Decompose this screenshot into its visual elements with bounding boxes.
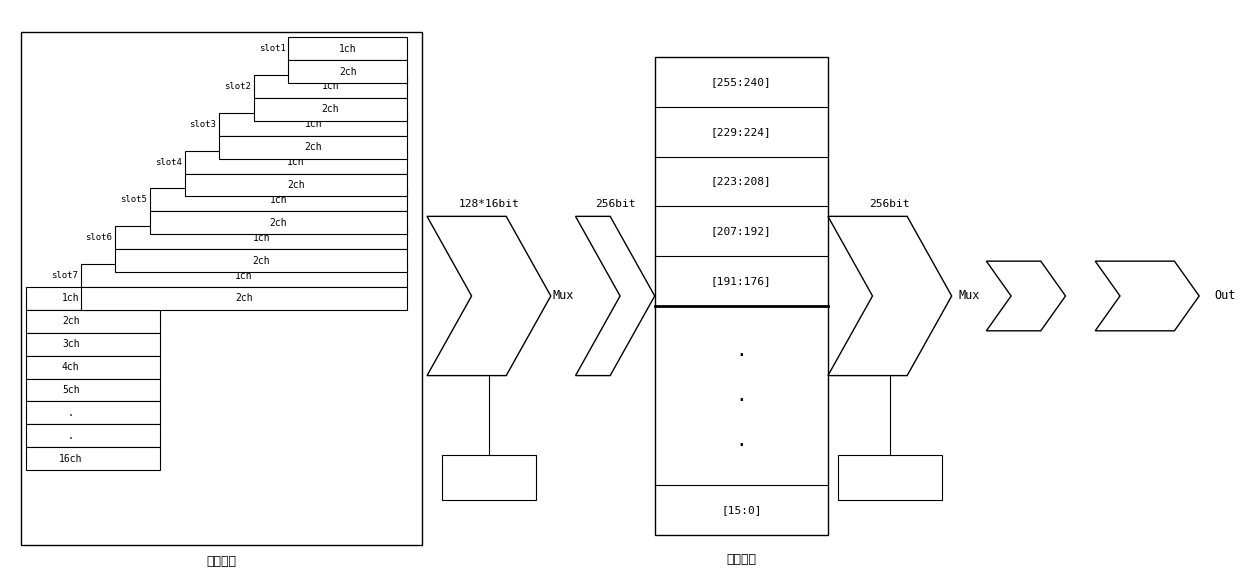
Text: slot6: slot6: [86, 233, 113, 242]
Bar: [26, 333, 160, 356]
Bar: [81, 264, 407, 287]
Text: .: .: [735, 341, 748, 360]
Text: slot5: slot5: [120, 195, 146, 205]
Text: [191:176]: [191:176]: [711, 276, 771, 286]
Bar: [254, 98, 407, 121]
Text: 2ch: 2ch: [321, 105, 340, 114]
Text: [15:0]: [15:0]: [722, 505, 761, 515]
Text: Out: Out: [1214, 289, 1235, 303]
Text: slot3: slot3: [190, 120, 216, 129]
Text: 2ch: 2ch: [62, 316, 79, 327]
Text: 数据选择: 数据选择: [207, 555, 237, 568]
Text: 1ch: 1ch: [236, 271, 253, 281]
Text: 2ch: 2ch: [253, 256, 270, 266]
Text: 5ch: 5ch: [62, 385, 79, 395]
Bar: [219, 113, 407, 136]
Bar: [26, 287, 160, 310]
Text: 通道选择: 通道选择: [727, 553, 756, 566]
Text: 1ch: 1ch: [339, 44, 357, 53]
Text: Mux: Mux: [553, 289, 574, 303]
Bar: [26, 401, 160, 424]
Text: 2ch: 2ch: [304, 142, 322, 152]
Bar: [219, 136, 407, 159]
Bar: [185, 150, 407, 174]
Bar: [185, 174, 407, 196]
Bar: [21, 32, 422, 545]
Text: 1ch: 1ch: [270, 195, 288, 205]
Text: 2ch: 2ch: [288, 180, 305, 190]
Text: 2ch: 2ch: [339, 67, 357, 77]
Text: .: .: [735, 386, 748, 405]
Text: 2ch: 2ch: [270, 218, 288, 228]
Bar: [289, 37, 407, 60]
Text: [223:208]: [223:208]: [711, 177, 771, 187]
Bar: [115, 249, 407, 272]
Text: 1ch: 1ch: [288, 157, 305, 167]
Text: .: .: [68, 431, 73, 441]
Text: Mux: Mux: [959, 289, 980, 303]
Text: slot7: slot7: [51, 271, 78, 280]
Text: 2ch: 2ch: [236, 293, 253, 303]
Text: slot4: slot4: [155, 157, 181, 167]
Text: 256bit: 256bit: [869, 199, 910, 209]
Text: 4ch: 4ch: [62, 362, 79, 372]
Text: 1ch: 1ch: [321, 81, 340, 91]
Bar: [838, 455, 942, 500]
Bar: [26, 379, 160, 401]
Text: [255:240]: [255:240]: [711, 77, 771, 87]
Bar: [26, 356, 160, 379]
Bar: [150, 188, 407, 211]
Text: 128*16bit: 128*16bit: [459, 199, 520, 209]
Text: [229:224]: [229:224]: [711, 127, 771, 137]
Bar: [26, 447, 160, 470]
Text: 256bit: 256bit: [595, 199, 635, 209]
Text: [207:192]: [207:192]: [711, 226, 771, 236]
Text: slot1: slot1: [259, 44, 285, 53]
Text: .: .: [735, 431, 748, 450]
Text: 1ch: 1ch: [62, 293, 79, 303]
Text: 1ch: 1ch: [253, 233, 270, 243]
Text: 3ch: 3ch: [62, 339, 79, 349]
Bar: [81, 287, 407, 310]
Bar: [441, 455, 536, 500]
Bar: [254, 75, 407, 98]
Bar: [150, 211, 407, 234]
Text: 16ch: 16ch: [60, 454, 82, 464]
Bar: [655, 57, 828, 535]
Text: 1ch: 1ch: [304, 119, 322, 130]
Bar: [115, 227, 407, 249]
Bar: [26, 310, 160, 333]
Text: slot2: slot2: [224, 82, 250, 91]
Bar: [26, 424, 160, 447]
Text: .: .: [68, 408, 73, 418]
Bar: [289, 60, 407, 83]
